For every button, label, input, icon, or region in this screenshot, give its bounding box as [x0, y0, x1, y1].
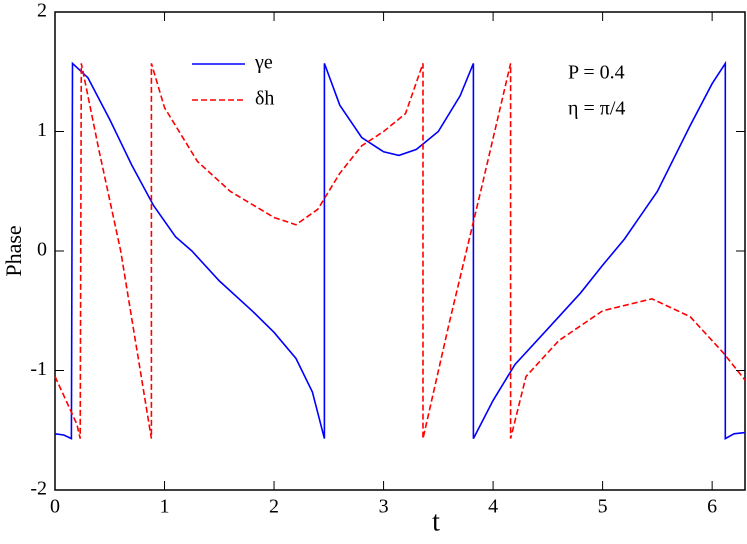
y-tick-label: 0 [37, 239, 47, 261]
legend-label: γe [254, 52, 273, 74]
x-tick-label: 4 [488, 496, 498, 518]
data-line [54, 60, 746, 440]
y-tick-label: 1 [37, 119, 47, 141]
annotation: P = 0.4 [568, 62, 625, 84]
x-tick-label: 6 [707, 496, 717, 518]
plot-frame [54, 11, 746, 491]
y-tick-label: 2 [37, 0, 47, 22]
annotation: η = π/4 [568, 98, 625, 120]
x-tick-label: 3 [379, 496, 389, 518]
legend-label: δh [255, 88, 274, 110]
x-axis-label: t [432, 506, 440, 537]
y-tick-label: -2 [30, 478, 47, 500]
x-tick-label: 2 [269, 496, 279, 518]
y-tick-label: -1 [30, 358, 47, 380]
x-tick-label: 5 [598, 496, 608, 518]
x-tick-label: 1 [160, 496, 170, 518]
x-tick-label: 0 [50, 496, 60, 518]
data-line [54, 63, 746, 439]
y-axis-label: Phase [1, 225, 26, 276]
